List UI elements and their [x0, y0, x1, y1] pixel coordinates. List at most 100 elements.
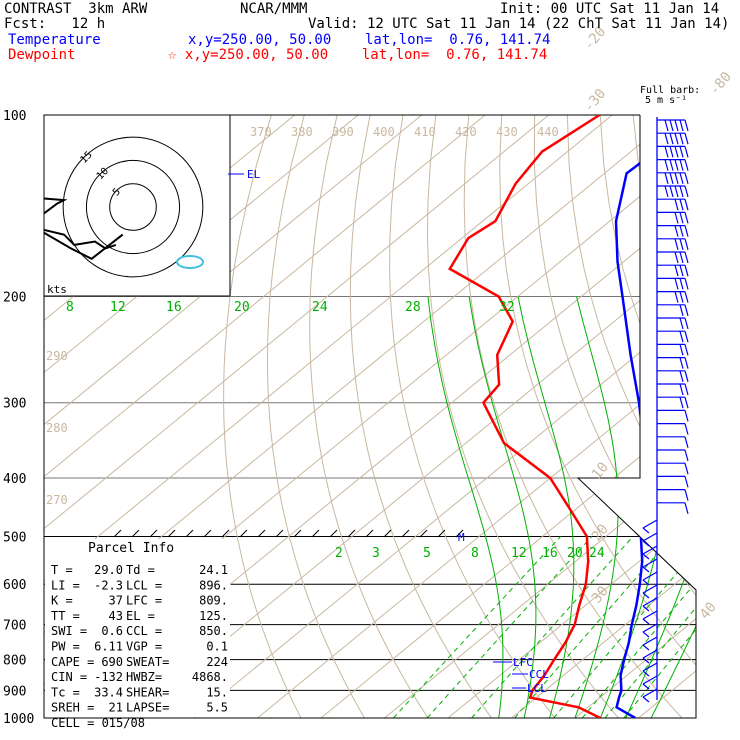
wind-barb	[657, 436, 689, 448]
moist-adiabat	[517, 296, 575, 718]
parcel-label: CCL =	[126, 624, 162, 638]
ccl-label: CCL	[529, 668, 549, 681]
wind-barb-low	[642, 532, 658, 547]
hash-mark	[329, 529, 338, 538]
hash-mark	[113, 529, 122, 538]
wind-barb	[657, 291, 689, 303]
parcel-value: 0.1	[206, 640, 228, 654]
hash-mark	[437, 529, 446, 538]
parcel-label: PW =	[51, 640, 80, 654]
parcel-label: SREH =	[51, 701, 94, 715]
parcel-label: VGP =	[126, 640, 162, 654]
wind-barb	[657, 185, 689, 198]
parcel-label: CAPE =	[51, 655, 94, 669]
isotherm	[702, 115, 740, 718]
parcel-value: 37	[109, 594, 123, 608]
dry-adiabat	[349, 115, 492, 718]
parcel-title: Parcel Info	[88, 541, 174, 556]
dry-adiabat	[732, 115, 740, 718]
parcel-value: 690	[101, 655, 123, 669]
wind-barb	[657, 423, 689, 435]
isotherm-label: 20	[589, 521, 612, 544]
storm-motion-marker	[176, 255, 204, 269]
lfc-label: LFC	[513, 656, 533, 669]
wind-barb	[657, 489, 689, 501]
parcel-value: 850.	[199, 624, 228, 638]
pressure-label-900: 900	[3, 684, 26, 699]
theta-label: 440	[537, 125, 559, 139]
hodograph-trace	[44, 197, 124, 260]
wind-barb	[657, 198, 689, 211]
isotherm	[44, 115, 486, 718]
parcel-label: LFC =	[126, 594, 162, 608]
parcel-label: T =	[51, 563, 73, 577]
moist-adiabat	[427, 296, 504, 718]
wind-barb	[657, 132, 689, 145]
pressure-label-700: 700	[3, 619, 26, 634]
isotherm	[44, 115, 359, 718]
parcel-value: 29.0	[94, 563, 123, 577]
hash-mark	[293, 529, 302, 538]
mixing-ratio-label: 12	[511, 546, 527, 561]
hash-mark	[365, 529, 374, 538]
hodograph-ring	[109, 183, 157, 231]
dewpoint-legend: Dewpoint	[8, 47, 76, 63]
wind-barb	[657, 304, 689, 316]
mixing-ratio-label: 20	[567, 546, 583, 561]
mixing-ratio-line	[514, 536, 674, 718]
theta-label-left: 270	[46, 493, 68, 507]
mixing-ratio-label: 8	[471, 546, 479, 561]
hodograph-unit-label: kts	[47, 283, 67, 296]
mixing-ratio-label: 24	[589, 546, 605, 561]
pressure-label-100: 100	[3, 109, 26, 124]
wind-barb-low	[642, 584, 658, 599]
wind-barb	[657, 462, 689, 475]
hash-mark	[383, 529, 392, 538]
parcel-value: -132	[94, 670, 123, 684]
wind-barb	[657, 159, 689, 171]
lcl-label: LCL	[527, 682, 547, 695]
parcel-box-bg	[45, 539, 230, 717]
adiabat-label: 12	[110, 300, 126, 315]
parcel-label: SWI =	[51, 624, 87, 638]
parcel-label: SWEAT=	[126, 655, 169, 669]
dry-adiabat	[566, 115, 696, 718]
dry-adiabat	[309, 115, 429, 718]
isotherm	[44, 115, 549, 718]
moist-adiabat	[468, 296, 537, 718]
parcel-value: 33.4	[94, 685, 123, 699]
parcel-value: 24.1	[199, 563, 228, 577]
mixing-ratio-line	[581, 536, 696, 718]
mixing-ratio-line	[471, 536, 634, 718]
mixing-ratio-line	[393, 536, 561, 718]
hodograph-box	[43, 114, 231, 297]
wind-barb-low	[642, 675, 658, 690]
hash-mark	[239, 529, 248, 538]
parcel-info-box: Parcel Info T = 29.0 Td = 24.1 LI = -2.3 LCL = 8…	[45, 539, 230, 730]
hash-mark	[185, 529, 194, 538]
barb-legend-line1: Full barb:	[640, 85, 701, 96]
dry-adiabat	[499, 115, 696, 718]
parcel-value: 224	[206, 655, 228, 669]
wind-barb	[657, 145, 689, 158]
wind-barb	[657, 409, 689, 422]
center-label: NCAR/MMM	[240, 1, 308, 17]
mixing-ratio-label: 2	[335, 546, 343, 561]
isotherm-label: 10	[589, 459, 612, 482]
hash-mark	[167, 529, 176, 538]
moist-adiabat	[650, 296, 696, 718]
adiabat-label: 16	[166, 300, 182, 315]
isotherm-label: 40	[697, 599, 720, 622]
hash-mark	[347, 529, 356, 538]
hash-mark	[401, 529, 410, 538]
isotherm	[257, 115, 696, 718]
parcel-label: SHEAR=	[126, 685, 169, 699]
hash-mark	[455, 529, 464, 538]
hash-mark	[203, 529, 212, 538]
parcel-value: 809.	[199, 594, 228, 608]
isotherm-label: -30	[581, 86, 610, 116]
wind-barb-low	[642, 571, 658, 586]
dry-adiabat	[223, 115, 302, 718]
wind-barb	[657, 343, 689, 356]
theta-label: 420	[455, 125, 477, 139]
